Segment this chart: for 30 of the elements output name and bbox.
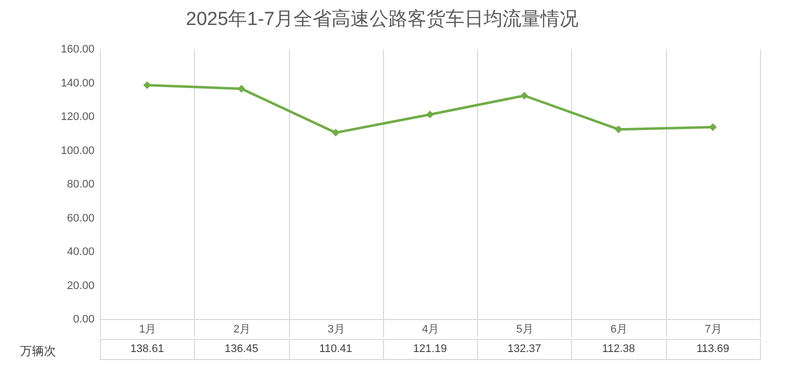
y-tick-label: 0.00 (73, 314, 94, 326)
y-tick-label: 160.00 (60, 44, 94, 56)
y-tick-label: 60.00 (66, 212, 94, 224)
data-label: 113.69 (696, 343, 730, 355)
data-label: 121.19 (413, 343, 447, 355)
point (520, 92, 528, 100)
x-tick-label: 3月 (328, 324, 345, 336)
x-tick-label: 6月 (610, 324, 628, 336)
y-tick-label: 20.00 (66, 280, 94, 292)
data-label: 110.41 (319, 343, 352, 355)
y-tick-label: 120.00 (60, 111, 94, 123)
x-tick-label: 5月 (516, 324, 534, 336)
point (238, 84, 246, 93)
x-tick-label: 1月 (139, 324, 156, 336)
y-tick-label: 140.00 (60, 77, 94, 90)
point (614, 125, 622, 134)
chart-title: 2025年1-7月全省高速公路客货车日均流量情况 (186, 8, 579, 30)
data-label: 132.37 (507, 343, 542, 355)
point (426, 110, 434, 118)
x-tick-label: 4月 (422, 324, 440, 336)
x-tick-label: 7月 (704, 324, 722, 336)
y-tick-label: 100.00 (60, 144, 94, 157)
data-label: 112.38 (602, 343, 635, 355)
x-tick-label: 2月 (233, 324, 250, 336)
y-tick-label: 40.00 (66, 246, 94, 258)
data-label: 136.45 (224, 343, 258, 355)
y-tick-label: 80.00 (66, 178, 94, 190)
point (332, 128, 340, 137)
data-label: 138.61 (130, 343, 164, 355)
text: 万辆次 (20, 344, 56, 358)
